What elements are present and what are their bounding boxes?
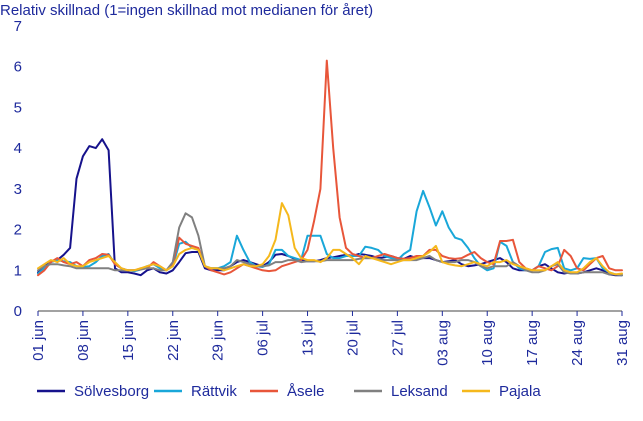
series-line-pajala (37, 202, 623, 276)
y-tick-label: 2 (14, 222, 22, 239)
legend: Sölvesborg Rättvik Åsele Leksand Pajala (37, 383, 541, 400)
y-tick-label: 1 (14, 262, 22, 279)
y-tick-label: 6 (14, 59, 22, 76)
x-tick-label: 31 aug (614, 320, 631, 366)
x-tick-label: 13 jul (300, 320, 317, 356)
y-axis-label: Relativ skillnad (1=ingen skillnad mot m… (0, 2, 374, 19)
y-tick-label: 0 (14, 303, 22, 320)
x-tick-label: 15 jun (120, 320, 137, 361)
x-tick-label: 03 aug (434, 320, 451, 366)
series-line-leksand (37, 212, 623, 277)
series-line-åsele (37, 59, 623, 277)
x-tick-label: 24 aug (569, 320, 586, 366)
x-tick-label: 06 jul (255, 320, 272, 356)
plot-area (37, 59, 623, 277)
series-line-rättvik (37, 189, 623, 277)
x-tick-label: 27 jul (389, 320, 406, 356)
x-tick-label: 08 jun (75, 320, 92, 361)
x-tick-label: 22 jun (165, 320, 182, 361)
legend-label: Rättvik (191, 383, 237, 400)
x-tick-label: 01 jun (30, 320, 47, 361)
y-tick-label: 5 (14, 99, 22, 116)
legend-label: Pajala (499, 383, 541, 400)
y-axis: 0 1 2 3 4 5 6 7 (14, 18, 22, 320)
y-tick-label: 7 (14, 18, 22, 35)
legend-label: Leksand (391, 383, 448, 400)
x-tick-label: 20 jul (344, 320, 361, 356)
legend-label: Åsele (287, 383, 325, 400)
y-tick-label: 4 (14, 140, 22, 157)
x-tick-label: 29 jun (210, 320, 227, 361)
legend-label: Sölvesborg (74, 383, 149, 400)
y-tick-label: 3 (14, 181, 22, 198)
x-tick-label: 10 aug (479, 320, 496, 366)
x-tick-label: 17 aug (524, 320, 541, 366)
x-axis: 01 jun 08 jun 15 jun 22 jun 29 jun 06 jul 13 j… (30, 310, 631, 366)
